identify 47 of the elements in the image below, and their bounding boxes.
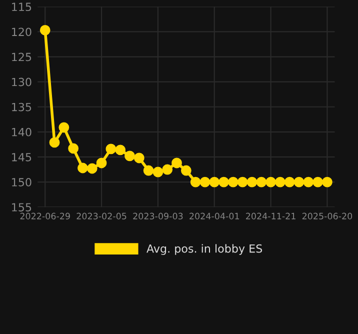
point xyxy=(172,158,182,168)
y-tick-label: 135 xyxy=(12,102,32,112)
point xyxy=(115,144,126,156)
point xyxy=(322,176,332,188)
x-tick-label: 2025-06-20 xyxy=(302,212,352,220)
point xyxy=(40,25,50,36)
point xyxy=(58,122,70,133)
x-tick-label: 2024-04-01 xyxy=(190,212,239,220)
y-tick-label: 155 xyxy=(12,203,32,212)
point xyxy=(284,176,295,188)
point xyxy=(190,176,201,188)
x-tick-label: 2023-09-03 xyxy=(133,212,183,220)
legend-label: Avg. pos. in lobby ES xyxy=(146,244,262,255)
point xyxy=(78,162,88,174)
point xyxy=(96,158,107,168)
point xyxy=(237,176,248,188)
point xyxy=(68,143,79,154)
y-tick-label: 120 xyxy=(12,28,32,36)
point xyxy=(162,164,173,175)
point xyxy=(180,165,192,176)
point xyxy=(124,150,135,162)
x-tick-label: 2023-02-05 xyxy=(76,212,126,220)
point xyxy=(256,176,267,188)
y-tick-label: 150 xyxy=(12,178,32,186)
y-tick-label: 125 xyxy=(12,52,32,62)
point xyxy=(312,176,324,188)
y-tick-label: 130 xyxy=(12,78,32,86)
point xyxy=(152,166,164,178)
point xyxy=(106,144,116,154)
x-tick-label: 2024-11-21 xyxy=(246,212,296,220)
y-tick-label: 140 xyxy=(12,128,32,136)
point xyxy=(228,176,238,188)
point xyxy=(294,176,304,188)
point xyxy=(209,176,220,188)
point xyxy=(303,176,314,188)
point xyxy=(246,176,258,188)
point xyxy=(49,137,60,148)
point xyxy=(143,165,154,176)
point xyxy=(266,176,276,188)
point xyxy=(200,176,210,188)
y-tick-label: 115 xyxy=(12,2,32,12)
point xyxy=(274,176,286,188)
point xyxy=(134,152,144,164)
y-tick-label: 145 xyxy=(12,153,32,162)
point xyxy=(218,176,229,188)
x-tick-label: 2022-06-29 xyxy=(20,212,70,220)
point xyxy=(86,163,98,174)
